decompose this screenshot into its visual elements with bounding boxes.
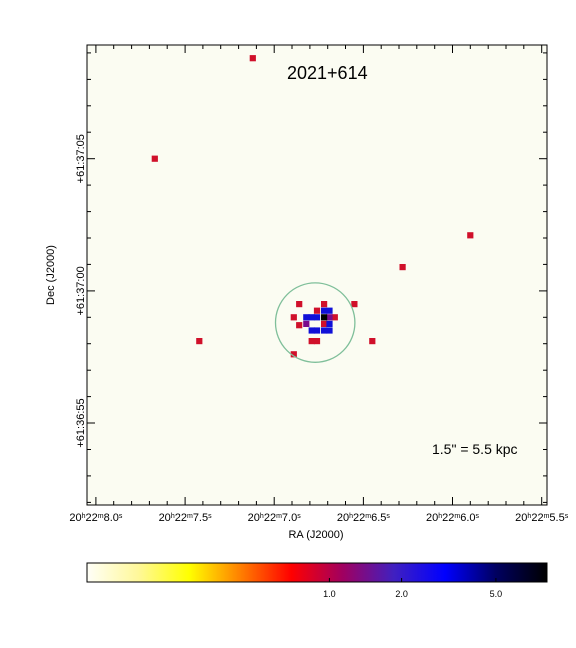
x-tick-label: 20h22m8.0s [69,512,123,524]
event-pixel [321,327,328,334]
event-pixel [313,327,321,334]
image-background [87,45,547,505]
event-pixel [303,314,310,321]
event-pixel [326,314,333,321]
x-tick-label: 20h22m6.5s [337,512,391,524]
x-tick-label: 20h22m6.0s [426,512,480,524]
event-pixel [296,301,303,308]
x-tick-label: 20h22m7.5s [159,512,213,524]
event-pixel [321,307,328,314]
colorbar [86,562,548,583]
event-pixel [351,301,358,308]
event-pixel [331,314,338,321]
colorbar-ticks: 1.0 2.0 5.0 [323,578,502,599]
event-pixel [313,314,321,321]
event-pixel [303,320,310,327]
x-axis-ticks: 20h22m8.0s 20h22m7.5s 20h22m7.0s 20h22m6.5s… [69,45,569,524]
event-pixel [321,320,328,327]
event-pixel [308,327,315,334]
x-tick-label: 20h22m7.0s [248,512,302,524]
y-axis-title: Dec (J2000) [45,245,57,305]
colorbar-tick-label: 5.0 [490,589,503,599]
event-pixel [196,338,203,345]
colorbar-tick-label: 2.0 [395,589,408,599]
event-pixel [296,322,303,329]
event-pixel [399,264,406,271]
event-pixel [249,55,256,62]
event-pixel [326,307,333,314]
y-tick-label: +61:37:00 [75,266,87,315]
event-pixel [278,547,284,553]
x-tick-label: 20h22m5.5s [515,512,569,524]
y-tick-label: +61:37:05 [75,134,87,183]
scale-bar-label: 1.5" = 5.5 kpc [432,441,518,457]
event-pixel [290,314,297,321]
event-pixels [151,55,474,553]
event-pixel [326,320,333,327]
event-pixel [467,232,474,239]
event-pixel [308,314,315,321]
source-extraction-circle [274,282,356,363]
event-pixel [321,314,328,321]
event-pixel [313,307,321,314]
colorbar-tick-label: 1.0 [323,589,336,599]
plot-frame [86,44,548,506]
event-pixel [321,301,328,308]
x-axis-title: RA (J2000) [288,529,343,541]
y-tick-label: +61:36:55 [75,398,87,447]
y-axis-ticks: +61:36:55 +61:37:00 +61:37:05 [75,52,547,503]
event-pixel [369,338,376,345]
event-pixel [151,155,158,162]
event-pixel [313,338,321,345]
chart-title: 2021+614 [287,63,368,83]
event-pixel [308,338,315,345]
event-pixel [326,327,333,334]
event-pixel [290,351,297,358]
